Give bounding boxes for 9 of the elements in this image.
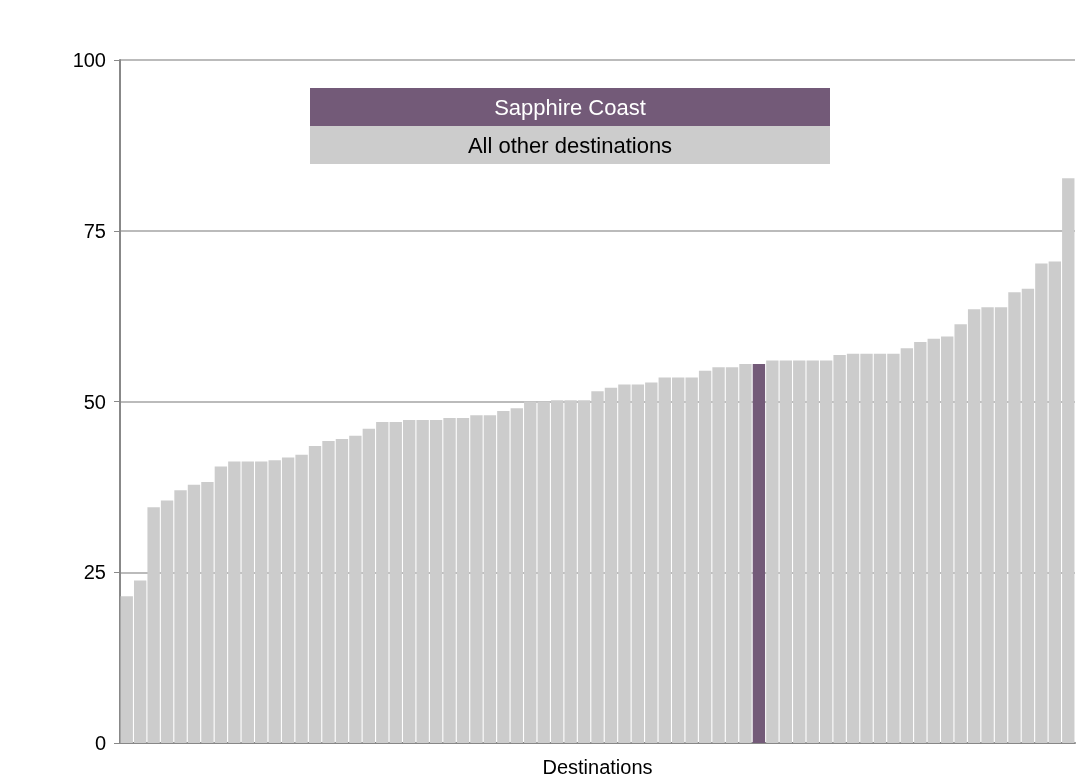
y-tick-label: 25 — [83, 561, 106, 584]
text: Sapphire Coast — [494, 94, 646, 120]
bar — [752, 363, 766, 743]
y-tick-label: 75 — [83, 219, 106, 242]
x-axis-title: Destinations — [542, 756, 653, 778]
y-tick-label: 50 — [83, 390, 106, 413]
y-tick-label: 100 — [72, 49, 106, 71]
y-tick-label: 0 — [94, 732, 106, 754]
text: All other destinations — [467, 132, 673, 158]
